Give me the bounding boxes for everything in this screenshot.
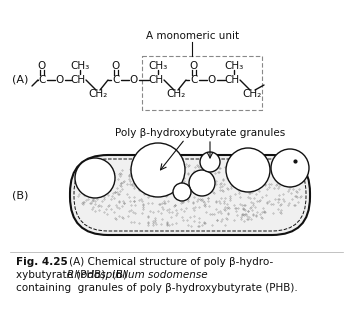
Text: O: O [208, 75, 216, 85]
Text: CH₃: CH₃ [148, 61, 168, 71]
Circle shape [131, 143, 185, 197]
Text: (A): (A) [12, 75, 28, 85]
Text: containing  granules of poly β-hydroxybutyrate (PHB).: containing granules of poly β-hydroxybut… [16, 283, 298, 293]
Text: CH₂: CH₂ [88, 89, 108, 99]
Text: CH₂: CH₂ [166, 89, 186, 99]
Text: C: C [190, 75, 198, 85]
Text: O: O [56, 75, 64, 85]
Circle shape [173, 183, 191, 201]
Text: O: O [130, 75, 138, 85]
Text: Fig. 4.25: Fig. 4.25 [16, 257, 68, 267]
Bar [142, 56, 262, 110]
Text: O: O [38, 61, 46, 71]
Text: O: O [190, 61, 198, 71]
Text: C: C [112, 75, 120, 85]
Text: CH: CH [71, 75, 85, 85]
Circle shape [200, 152, 220, 172]
Text: xybutyrate (PHB). (B): xybutyrate (PHB). (B) [16, 270, 130, 280]
Circle shape [271, 149, 309, 187]
Text: Rhodospirillum sodomense: Rhodospirillum sodomense [67, 270, 208, 280]
Text: CH: CH [225, 75, 240, 85]
Circle shape [75, 158, 115, 198]
Text: (B): (B) [12, 190, 28, 200]
FancyBboxPatch shape [70, 155, 310, 235]
Text: C: C [38, 75, 46, 85]
Text: CH: CH [149, 75, 163, 85]
Text: : (A) Chemical structure of poly β-hydro-: : (A) Chemical structure of poly β-hydro… [59, 257, 273, 267]
Text: O: O [112, 61, 120, 71]
Text: CH₃: CH₃ [70, 61, 90, 71]
Circle shape [189, 170, 215, 196]
Text: CH₃: CH₃ [225, 61, 244, 71]
Text: A monomeric unit: A monomeric unit [146, 31, 239, 41]
Circle shape [226, 148, 270, 192]
Text: CH₂: CH₂ [243, 89, 262, 99]
Text: Poly β-hydroxybutyrate granules: Poly β-hydroxybutyrate granules [115, 128, 285, 138]
